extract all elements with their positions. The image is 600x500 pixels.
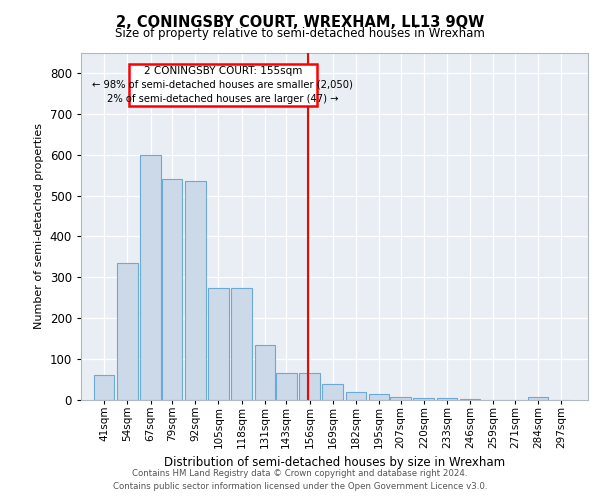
- Bar: [369, 394, 389, 400]
- Text: Size of property relative to semi-detached houses in Wrexham: Size of property relative to semi-detach…: [115, 28, 485, 40]
- Bar: [254, 345, 275, 400]
- Bar: [276, 374, 296, 400]
- Text: ← 98% of semi-detached houses are smaller (2,050): ← 98% of semi-detached houses are smalle…: [92, 80, 353, 90]
- Bar: [162, 179, 182, 400]
- Text: 2 CONINGSBY COURT: 155sqm: 2 CONINGSBY COURT: 155sqm: [144, 66, 302, 76]
- Bar: [460, 399, 481, 400]
- Bar: [413, 398, 434, 400]
- Bar: [322, 384, 343, 400]
- Bar: [185, 182, 206, 400]
- Text: 2% of semi-detached houses are larger (47) →: 2% of semi-detached houses are larger (4…: [107, 94, 338, 104]
- Bar: [528, 396, 548, 400]
- Bar: [437, 398, 457, 400]
- Bar: [390, 396, 411, 400]
- Bar: [140, 154, 161, 400]
- Y-axis label: Number of semi-detached properties: Number of semi-detached properties: [34, 123, 44, 329]
- Bar: [94, 376, 115, 400]
- Bar: [299, 374, 320, 400]
- Text: Contains HM Land Registry data © Crown copyright and database right 2024.
Contai: Contains HM Land Registry data © Crown c…: [113, 470, 487, 491]
- X-axis label: Distribution of semi-detached houses by size in Wrexham: Distribution of semi-detached houses by …: [164, 456, 505, 469]
- Bar: [346, 392, 366, 400]
- Bar: [129, 64, 317, 106]
- Text: 2, CONINGSBY COURT, WREXHAM, LL13 9QW: 2, CONINGSBY COURT, WREXHAM, LL13 9QW: [116, 15, 484, 30]
- Bar: [208, 288, 229, 400]
- Bar: [232, 288, 252, 400]
- Bar: [117, 263, 137, 400]
